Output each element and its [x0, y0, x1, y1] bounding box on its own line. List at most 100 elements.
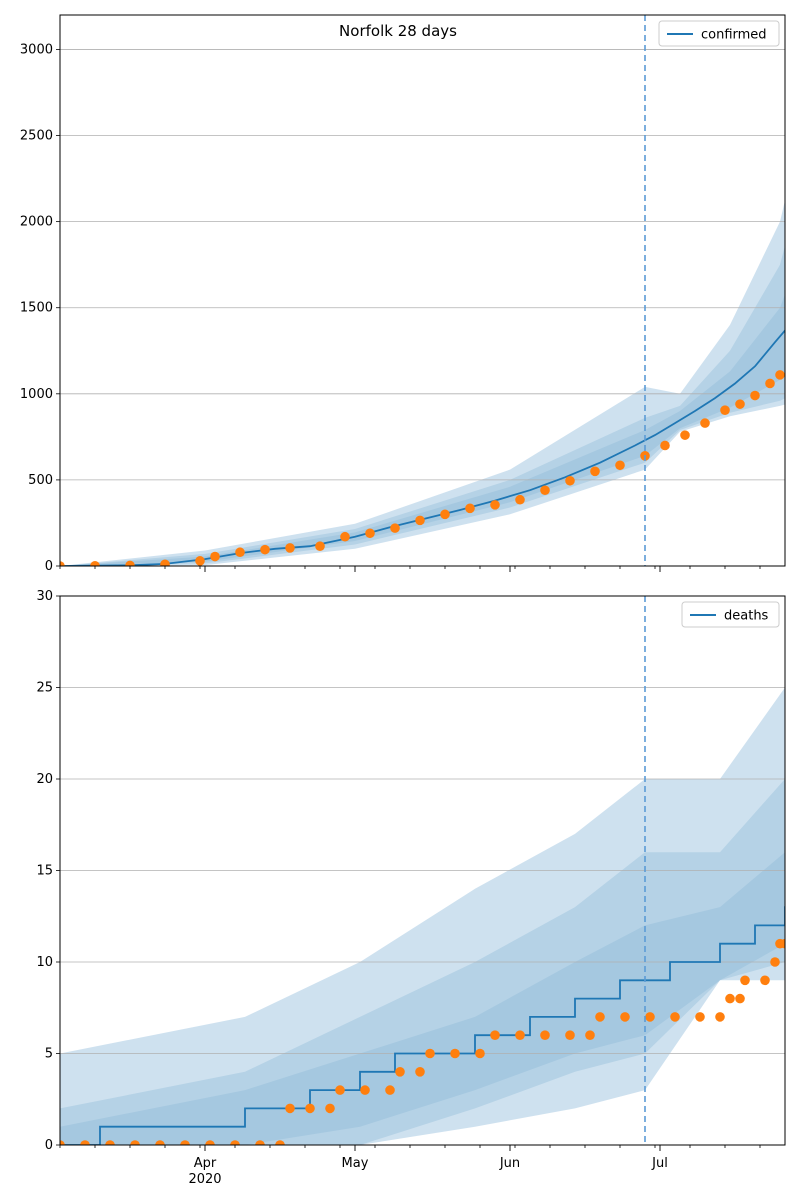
observed-point [450, 1048, 460, 1059]
deaths-x-axis: Apr May Jun Jul [59, 1145, 761, 1171]
y-tick-label: 15 [36, 864, 53, 879]
uncertainty-band-outer [60, 200, 785, 566]
observed-point [645, 1012, 655, 1022]
observed-point [415, 515, 425, 526]
observed-point [360, 1085, 370, 1095]
observed-point [205, 1140, 215, 1145]
observed-point [465, 503, 475, 514]
x-tick-label: Jul [651, 1156, 668, 1171]
observed-point [780, 938, 785, 949]
confirmed-legend: confirmed [658, 20, 780, 47]
observed-point [160, 559, 170, 566]
observed-point [235, 547, 245, 558]
observed-point [590, 466, 600, 477]
observed-point [735, 399, 745, 409]
observed-point [795, 339, 800, 349]
legend-box [681, 601, 780, 628]
observed-point [230, 1140, 240, 1145]
observed-point [390, 523, 400, 533]
observed-point [130, 1140, 140, 1145]
observed-point [475, 1048, 485, 1059]
observed-point [720, 405, 730, 415]
observed-point [325, 1103, 335, 1114]
observed-point [385, 1085, 395, 1095]
confirmed-axes-frame [59, 14, 786, 567]
observed-point [395, 1067, 405, 1077]
x-tick-label: May [342, 1156, 369, 1171]
observed-point [490, 1030, 500, 1040]
observed-point [715, 1012, 725, 1022]
legend-box [658, 20, 780, 47]
observed-point [670, 1012, 680, 1022]
observed-point [785, 361, 795, 371]
observed-point [490, 500, 500, 510]
observed-point [315, 541, 325, 551]
observed-point [415, 1067, 425, 1077]
y-tick-label: 2000 [20, 215, 53, 230]
confirmed-uncertainty-bands [60, 200, 785, 566]
observed-point [210, 551, 220, 562]
legend-label-deaths: deaths [724, 609, 769, 624]
deaths-legend: deaths [681, 601, 780, 628]
confirmed-observed-points [60, 339, 800, 566]
y-tick-label: 0 [45, 1138, 53, 1153]
observed-point [775, 370, 785, 380]
y-tick-label: 30 [36, 589, 53, 604]
y-tick-label: 3000 [20, 42, 53, 57]
observed-point [60, 1140, 65, 1145]
confirmed-panel: 0 500 1000 1500 2000 2500 3000 Norfolk 28 days… [20, 14, 800, 574]
deaths-y-axis: 0 5 10 15 20 25 30 [36, 589, 60, 1153]
observed-point [735, 993, 745, 1004]
y-tick-label: 1000 [20, 387, 53, 402]
observed-point [695, 1012, 705, 1022]
y-tick-label: 0 [45, 559, 53, 574]
observed-point [285, 543, 295, 553]
observed-point [180, 1140, 190, 1145]
y-tick-label: 10 [36, 955, 53, 970]
uncertainty-band-inner [60, 852, 785, 1145]
x-tick-label: Jun [499, 1156, 520, 1171]
observed-point [195, 556, 205, 566]
uncertainty-band-middle [60, 245, 785, 566]
y-tick-label: 500 [28, 473, 53, 488]
y-tick-label: 25 [36, 681, 53, 696]
observed-point [770, 957, 780, 967]
deaths-panel: 0 5 10 15 20 25 30 Apr May Jun Jul deaths 2020 [36, 589, 795, 1187]
x-tick-year-label: 2020 [188, 1172, 221, 1187]
confirmed-gridlines [60, 49, 785, 567]
observed-point [105, 1140, 115, 1145]
observed-point [620, 1012, 630, 1022]
observed-point [60, 561, 65, 566]
observed-point [90, 561, 100, 566]
observed-point [725, 993, 735, 1004]
observed-point [740, 975, 750, 986]
legend-label-confirmed: confirmed [701, 28, 767, 43]
y-tick-label: 2500 [20, 129, 53, 144]
observed-point [785, 921, 795, 931]
observed-point [285, 1103, 295, 1114]
observed-point [565, 475, 575, 486]
uncertainty-band-outer [60, 687, 785, 1145]
observed-point [595, 1012, 605, 1022]
confirmed-x-axis [59, 566, 761, 572]
observed-point [660, 440, 670, 451]
y-tick-label: 1500 [20, 301, 53, 316]
deaths-observed-points [60, 921, 795, 1145]
observed-point [125, 560, 135, 566]
observed-point [260, 544, 270, 555]
observed-point [680, 430, 690, 440]
observed-point [765, 378, 775, 389]
y-tick-label: 20 [36, 772, 53, 787]
observed-point [440, 509, 450, 520]
observed-point [255, 1140, 265, 1145]
observed-point [750, 390, 760, 401]
x-tick-label: Apr [194, 1156, 217, 1171]
observed-point [585, 1030, 595, 1040]
observed-point [540, 1030, 550, 1040]
observed-point [615, 460, 625, 471]
observed-point [365, 528, 375, 539]
observed-point [700, 418, 710, 428]
y-tick-label: 5 [45, 1047, 53, 1062]
observed-point [425, 1048, 435, 1059]
